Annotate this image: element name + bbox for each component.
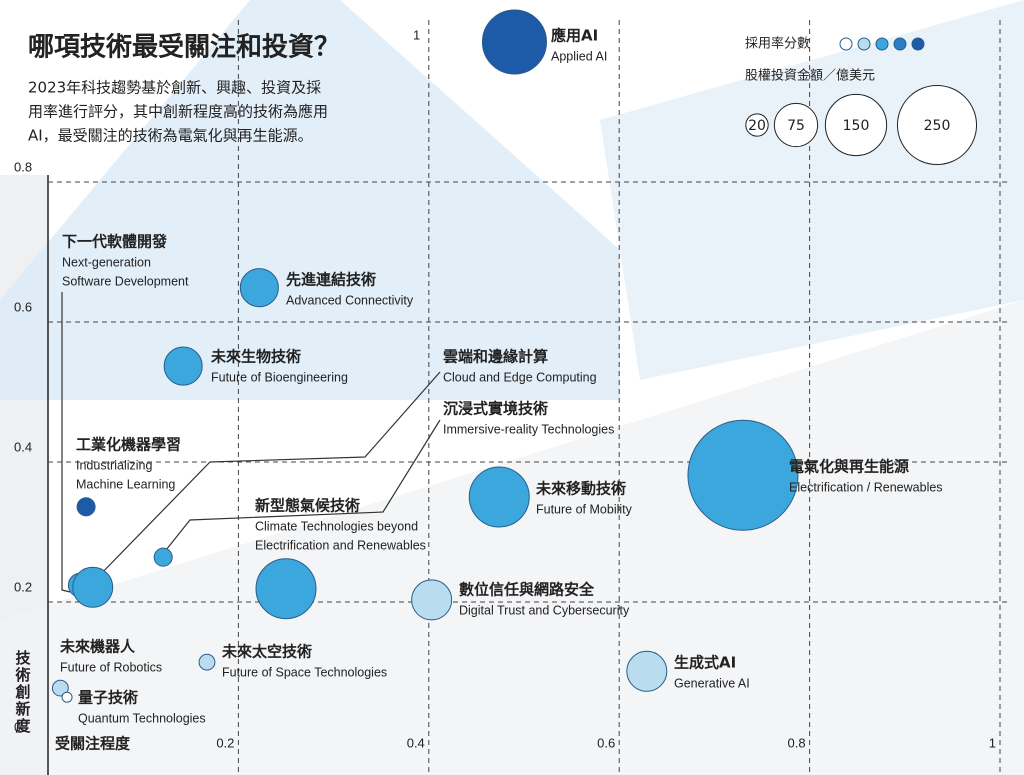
x-tick-label: 1 (989, 735, 996, 750)
x-axis-label: 受關注程度 (55, 735, 131, 753)
x-tick-label: 0.6 (597, 735, 615, 750)
bubble (198, 653, 216, 671)
bubble (626, 650, 668, 692)
color-legend-swatch (857, 37, 871, 51)
bubble-label: 先進連結技術 (286, 271, 376, 289)
bubble-label: 量子技術 (78, 689, 138, 707)
bubble-label: 雲端和邊緣計算 (443, 348, 548, 366)
bubble-label: 下一代軟體開發 (62, 233, 168, 251)
bubble-label: 未來太空技術 (221, 643, 312, 661)
size-legend-label: 20 (748, 118, 766, 134)
bubble-label: 未來生物技術 (210, 348, 301, 366)
bubble-label: 電氣化與再生能源 (789, 458, 909, 476)
y-tick-label: 0 (14, 719, 21, 734)
y-tick-label: 0.4 (14, 439, 32, 454)
x-tick-label: 0.4 (407, 735, 425, 750)
bubble-label-en: Software Development (62, 274, 189, 288)
color-legend-swatch (893, 37, 907, 51)
x-tick-label: 0.8 (788, 735, 806, 750)
bubble (255, 558, 317, 620)
bubble-label-en: Quantum Technologies (78, 711, 206, 725)
bubble-label-en: Future of Space Technologies (222, 665, 387, 679)
bubble (76, 497, 96, 517)
bubble-label-en: Climate Technologies beyond (255, 519, 418, 533)
bubble (61, 691, 73, 703)
size-legend-label: 75 (787, 118, 805, 134)
color-legend-swatch (875, 37, 889, 51)
bubble-label-en: Future of Mobility (536, 502, 633, 516)
leader-line (94, 371, 441, 581)
y-tick-label: 1 (413, 27, 420, 42)
y-tick-label: 0.6 (14, 299, 32, 314)
bubble-label-en: Machine Learning (76, 477, 175, 491)
bubble-label: 數位信任與網路安全 (459, 581, 595, 599)
color-legend-swatch (839, 37, 853, 51)
bubble-label-en: Next-generation (62, 255, 151, 269)
subtitle: 2023年科技趨勢基於創新、興趣、投資及採 (28, 79, 321, 97)
bubble (163, 346, 203, 386)
y-tick-label: 0.2 (14, 579, 32, 594)
bubble-label-en: Industrializing (76, 458, 152, 472)
size-legend-label: 150 (843, 118, 870, 134)
bubble-label: 未來移動技術 (535, 480, 626, 498)
bubble (468, 466, 530, 528)
bubble-label-en: Advanced Connectivity (286, 293, 414, 307)
bubble (411, 579, 453, 621)
color-legend-title: 採用率分數 (745, 36, 810, 52)
bubble-label-en: Digital Trust and Cybersecurity (459, 603, 630, 617)
bubble-label-en: Electrification and Renewables (255, 538, 426, 552)
bubble (72, 566, 114, 608)
bubble-label-en: Future of Bioengineering (211, 370, 348, 384)
bubble-label-en: Immersive-reality Technologies (443, 422, 614, 436)
bubble-label: 應用AI (551, 27, 598, 45)
y-axis-label: 技術創新度 (14, 649, 32, 735)
leader-line (61, 292, 71, 593)
subtitle: AI，最受關注的技術為電氣化與再生能源。 (28, 127, 313, 145)
bubble (153, 547, 173, 567)
y-tick-label: 0.8 (14, 159, 32, 174)
bubble-label-en: Future of Robotics (60, 660, 162, 674)
bg-band (0, 0, 620, 400)
bg-band (0, 300, 1024, 775)
bubble-label-en: Cloud and Edge Computing (443, 370, 597, 384)
bubble-label-en: Generative AI (674, 676, 750, 690)
size-legend-circle (773, 102, 819, 148)
bubble-label: 沉浸式實境技術 (443, 400, 548, 418)
bubble-label: 新型態氣候技術 (255, 497, 360, 515)
chart-title: 哪項技術最受關注和投資？ (28, 32, 340, 63)
bubble (51, 679, 69, 697)
bubble-label: 工業化機器學習 (76, 436, 181, 454)
size-legend-circle (745, 113, 769, 137)
color-legend-swatch (911, 37, 925, 51)
size-legend-circle (824, 93, 888, 157)
bubble (687, 419, 799, 531)
bubble-label-en: Electrification / Renewables (789, 480, 943, 494)
bubble (481, 9, 547, 75)
bubble-label: 未來機器人 (59, 638, 136, 656)
subtitle: 用率進行評分，其中創新程度高的技術為應用 (28, 103, 328, 121)
bubble-label-en: Applied AI (551, 49, 607, 63)
size-legend-circle (896, 84, 978, 166)
size-legend-label: 250 (924, 118, 951, 134)
bubble (239, 268, 279, 308)
leader-line (165, 419, 441, 551)
bubble-label: 生成式AI (674, 654, 736, 672)
x-tick-label: 0.2 (216, 735, 234, 750)
